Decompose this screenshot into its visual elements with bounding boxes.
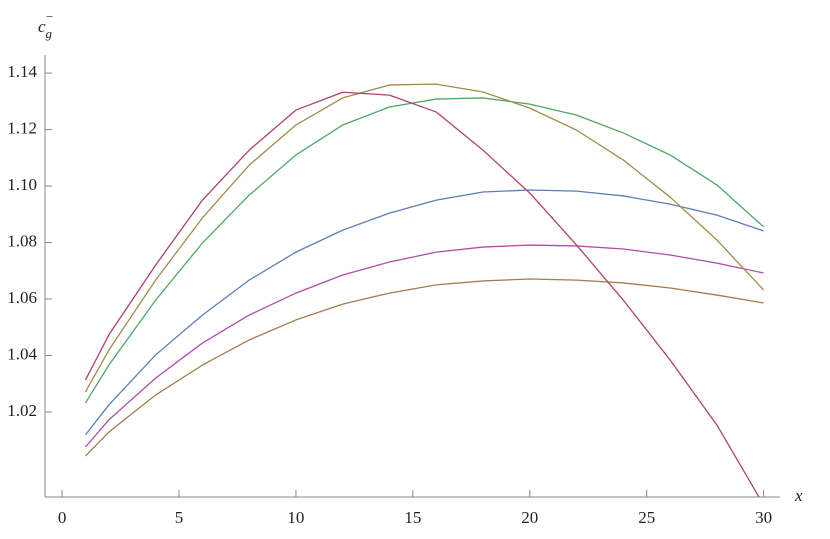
series-line	[84, 189, 764, 436]
x-tick-label: 10	[287, 508, 304, 527]
series-line	[84, 278, 764, 457]
x-tick-label: 15	[404, 508, 421, 527]
x-tick-label: 30	[755, 508, 772, 527]
y-label-sub: g	[46, 26, 53, 41]
x-tick-label: 5	[175, 508, 184, 527]
y-tick-label: 1.04	[7, 344, 37, 363]
y-tick-label: 1.12	[7, 118, 37, 137]
series-line	[84, 83, 765, 393]
y-tick-label: 1.08	[7, 231, 37, 250]
y-axis-label: cg −	[38, 9, 54, 41]
x-tick-label: 0	[58, 508, 67, 527]
series-line	[84, 91, 760, 497]
series-line	[84, 244, 764, 448]
y-tick-label: 1.02	[7, 401, 37, 420]
plot-area	[84, 83, 765, 497]
x-axis-label: x	[794, 486, 803, 505]
x-tick-label: 20	[521, 508, 538, 527]
y-tick-label: 1.06	[7, 288, 37, 307]
x-tick-label: 25	[638, 508, 655, 527]
y-tick-label: 1.10	[7, 175, 37, 194]
series-line	[84, 97, 765, 404]
y-label-sup: −	[45, 9, 54, 24]
y-tick-label: 1.14	[7, 62, 37, 81]
y-label-base: c	[38, 17, 46, 36]
